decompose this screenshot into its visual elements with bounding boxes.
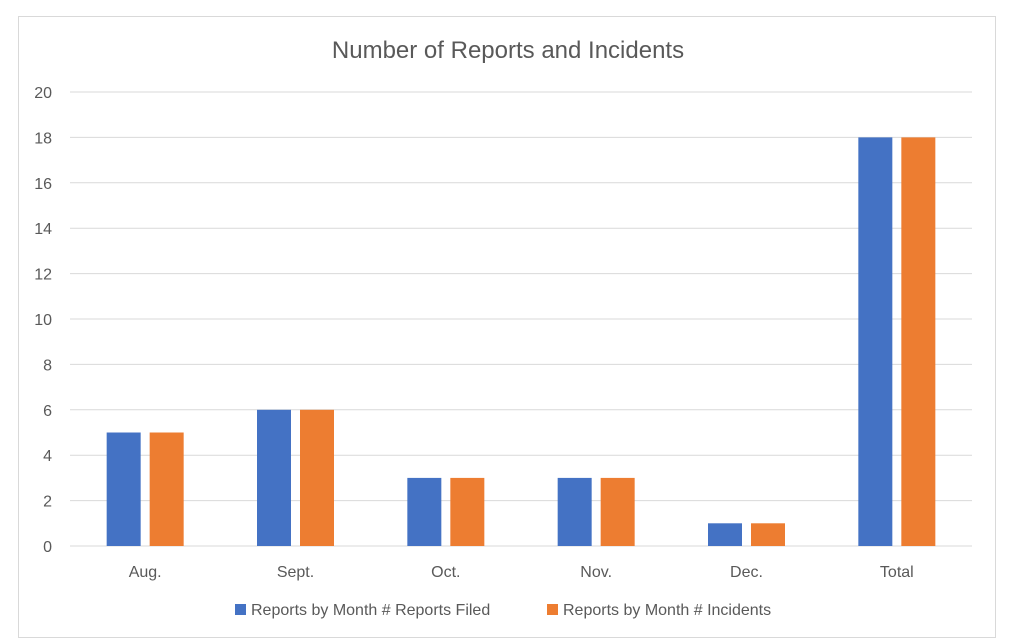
y-tick-label: 2 (43, 494, 52, 511)
y-tick-label: 16 (34, 176, 52, 193)
y-tick-label: 0 (43, 539, 52, 556)
legend: Reports by Month # Reports Filed Reports … (235, 602, 771, 619)
bar-incidents (600, 477, 635, 546)
y-axis-ticks: 0 2 4 6 8 10 12 14 16 18 20 (34, 85, 52, 556)
bar-reports-filed (106, 432, 141, 546)
gridlines (70, 91, 972, 547)
bar-incidents (300, 409, 334, 546)
y-tick-label: 8 (43, 357, 52, 374)
x-tick-label: Sept. (277, 564, 314, 581)
x-axis-ticks: Aug. Sept. Oct. Nov. Dec. Total (129, 564, 914, 581)
legend-label: Reports by Month # Incidents (563, 602, 771, 619)
y-tick-label: 12 (34, 267, 52, 284)
bar-incidents (450, 477, 485, 546)
bar-reports-filed (557, 477, 592, 546)
y-tick-label: 6 (43, 403, 52, 420)
x-tick-label: Aug. (129, 564, 162, 581)
x-tick-label: Total (880, 564, 914, 581)
bar-incidents (751, 523, 785, 546)
legend-swatch (235, 604, 246, 615)
y-tick-label: 4 (43, 448, 52, 465)
legend-swatch (547, 604, 558, 615)
chart-title: Number of Reports and Incidents (332, 37, 684, 64)
y-tick-label: 14 (34, 221, 52, 238)
y-tick-label: 10 (34, 312, 52, 329)
x-tick-label: Oct. (431, 564, 460, 581)
x-tick-label: Nov. (580, 564, 612, 581)
bar-incidents (149, 432, 184, 546)
bar-reports-filed (858, 137, 893, 546)
y-tick-label: 18 (34, 130, 52, 147)
bar-incidents (901, 137, 936, 546)
x-tick-label: Dec. (730, 564, 763, 581)
bars (106, 137, 936, 546)
bar-reports-filed (257, 409, 291, 546)
legend-label: Reports by Month # Reports Filed (251, 602, 490, 619)
bar-reports-filed (708, 523, 742, 546)
bar-reports-filed (407, 477, 442, 546)
y-tick-label: 20 (34, 85, 52, 102)
